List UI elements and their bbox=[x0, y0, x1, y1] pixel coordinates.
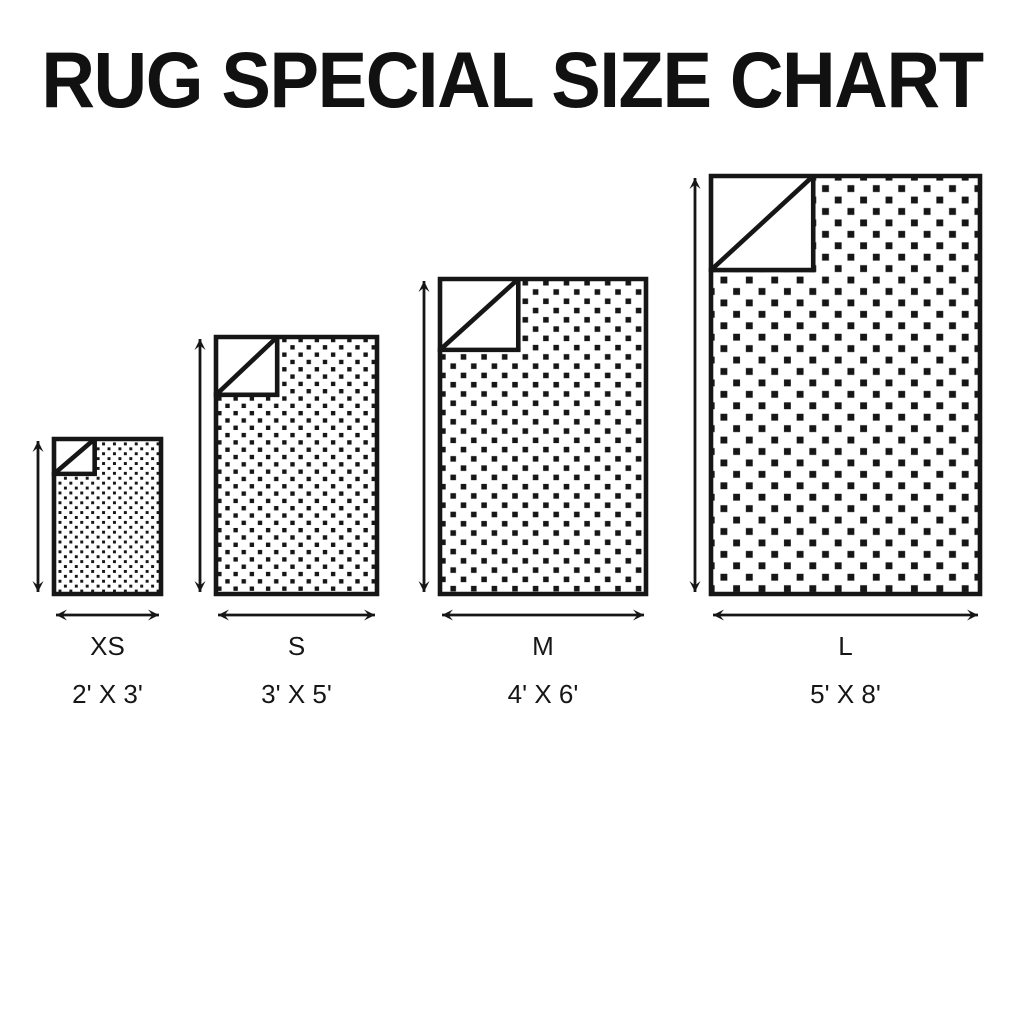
svg-text:M: M bbox=[532, 631, 554, 661]
svg-text:4' X 6': 4' X 6' bbox=[508, 679, 579, 709]
svg-text:3' X 5': 3' X 5' bbox=[261, 679, 332, 709]
svg-text:XS: XS bbox=[90, 631, 125, 661]
svg-text:S: S bbox=[288, 631, 305, 661]
svg-text:L: L bbox=[838, 631, 852, 661]
svg-text:5' X 8': 5' X 8' bbox=[810, 679, 881, 709]
svg-text:2' X 3': 2' X 3' bbox=[72, 679, 143, 709]
